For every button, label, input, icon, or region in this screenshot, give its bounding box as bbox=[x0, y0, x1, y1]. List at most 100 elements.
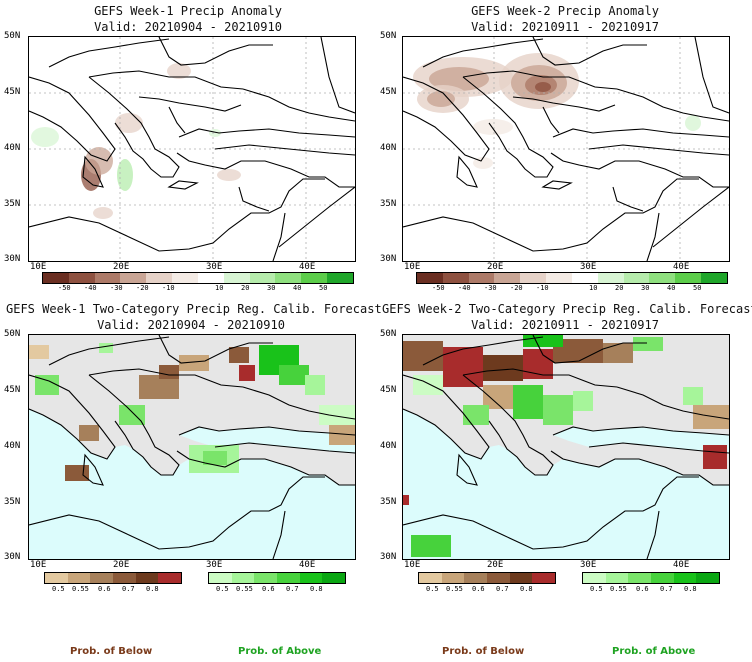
cb1-swatch-8 bbox=[249, 273, 276, 283]
pa2-tick-0: 0.5 bbox=[590, 585, 603, 593]
pb1-tick-1: 0.55 bbox=[72, 585, 89, 593]
p2-lat-35: 35N bbox=[380, 199, 397, 209]
cb1-tick-1: -40 bbox=[84, 284, 97, 292]
cb1-swatch-6 bbox=[197, 273, 224, 283]
pa2-swatch-1 bbox=[605, 573, 629, 583]
pa1-swatch-2 bbox=[254, 573, 278, 583]
panel2-valid: Valid: 20210911 - 20210917 bbox=[471, 20, 659, 34]
cb1-swatch-10 bbox=[301, 273, 328, 283]
p3-lat-40: 40N bbox=[4, 441, 21, 451]
pa2-tick-4: 0.8 bbox=[684, 585, 697, 593]
pa2-tick-1: 0.55 bbox=[610, 585, 627, 593]
pa2-swatch-4 bbox=[673, 573, 697, 583]
p1-lon-30: 30E bbox=[206, 262, 223, 272]
pb2-swatch-2 bbox=[464, 573, 488, 583]
cb1-tick-2: -30 bbox=[110, 284, 123, 292]
legend-below-2: Prob. of Below bbox=[442, 646, 525, 657]
p4-lat-30: 30N bbox=[380, 552, 397, 562]
pb1-swatch-0 bbox=[45, 573, 68, 583]
cb2-swatch-11 bbox=[701, 273, 727, 283]
p1-lat-45: 45N bbox=[4, 87, 21, 97]
cb1-tick-0: -50 bbox=[58, 284, 71, 292]
pa1-tick-4: 0.8 bbox=[310, 585, 323, 593]
cb2-swatch-9 bbox=[649, 273, 676, 283]
p3-lon-10: 10E bbox=[30, 560, 47, 570]
prob-above-colorbar-2 bbox=[582, 572, 720, 584]
pb1-swatch-5 bbox=[158, 573, 182, 583]
pb1-swatch-2 bbox=[90, 573, 114, 583]
pa2-swatch-5 bbox=[696, 573, 720, 583]
p1-lat-50: 50N bbox=[4, 31, 21, 41]
pb1-tick-2: 0.6 bbox=[98, 585, 111, 593]
pb2-swatch-4 bbox=[509, 573, 533, 583]
p2-lon-10: 10E bbox=[404, 262, 421, 272]
cb1-tick-4: -10 bbox=[162, 284, 175, 292]
pa1-tick-3: 0.7 bbox=[286, 585, 299, 593]
p2-lon-30: 30E bbox=[580, 262, 597, 272]
cb1-tick-9: 50 bbox=[319, 284, 328, 292]
cb1-tick-3: -20 bbox=[136, 284, 149, 292]
cb1-swatch-7 bbox=[223, 273, 250, 283]
cb1-swatch-5 bbox=[172, 273, 198, 283]
p2-lat-50: 50N bbox=[380, 31, 397, 41]
pa1-swatch-4 bbox=[299, 573, 323, 583]
pa2-swatch-3 bbox=[651, 573, 674, 583]
cb1-tick-6: 20 bbox=[241, 284, 250, 292]
cb2-swatch-6 bbox=[571, 273, 598, 283]
pa2-swatch-2 bbox=[628, 573, 652, 583]
panel4-title: GEFS Week-2 Two-Category Precip Reg. Cal… bbox=[382, 302, 752, 316]
pb1-tick-0: 0.5 bbox=[52, 585, 65, 593]
cb2-tick-1: -40 bbox=[458, 284, 471, 292]
cb1-tick-7: 30 bbox=[267, 284, 276, 292]
pb1-swatch-3 bbox=[113, 573, 136, 583]
p1-lon-10: 10E bbox=[30, 262, 47, 272]
pb1-tick-3: 0.7 bbox=[122, 585, 135, 593]
p1-lon-40: 40E bbox=[299, 262, 316, 272]
cb2-swatch-5 bbox=[546, 273, 572, 283]
pb2-swatch-1 bbox=[441, 573, 465, 583]
p3-lat-50: 50N bbox=[4, 329, 21, 339]
p4-lon-40: 40E bbox=[673, 560, 690, 570]
p2-lat-30: 30N bbox=[380, 254, 397, 264]
cb2-swatch-7 bbox=[597, 273, 624, 283]
p3-lon-20: 20E bbox=[113, 560, 130, 570]
anomaly-map-week1 bbox=[28, 36, 356, 262]
p4-lat-45: 45N bbox=[380, 385, 397, 395]
panel1-title: GEFS Week-1 Precip Anomaly bbox=[94, 4, 282, 18]
cb2-tick-8: 40 bbox=[667, 284, 676, 292]
pa1-swatch-0 bbox=[209, 573, 232, 583]
pa2-tick-3: 0.7 bbox=[660, 585, 673, 593]
p3-lon-40: 40E bbox=[299, 560, 316, 570]
p4-lon-10: 10E bbox=[404, 560, 421, 570]
pb2-tick-2: 0.6 bbox=[472, 585, 485, 593]
pb2-swatch-0 bbox=[419, 573, 442, 583]
legend-below-1: Prob. of Below bbox=[70, 646, 153, 657]
prob-below-colorbar-1 bbox=[44, 572, 182, 584]
cb1-swatch-0 bbox=[43, 273, 69, 283]
panel4-valid: Valid: 20210911 - 20210917 bbox=[471, 318, 659, 332]
cb2-swatch-10 bbox=[675, 273, 702, 283]
pa1-swatch-3 bbox=[277, 573, 300, 583]
pb2-swatch-5 bbox=[532, 573, 556, 583]
cb2-swatch-3 bbox=[494, 273, 521, 283]
p4-lon-20: 20E bbox=[487, 560, 504, 570]
cb1-swatch-11 bbox=[327, 273, 353, 283]
panel2-title: GEFS Week-2 Precip Anomaly bbox=[471, 4, 659, 18]
pa2-tick-2: 0.6 bbox=[636, 585, 649, 593]
pa1-tick-2: 0.6 bbox=[262, 585, 275, 593]
cb1-swatch-4 bbox=[146, 273, 173, 283]
p4-lat-35: 35N bbox=[380, 497, 397, 507]
cb1-swatch-1 bbox=[68, 273, 95, 283]
anomaly-colorbar-2 bbox=[416, 272, 728, 284]
pb1-swatch-4 bbox=[135, 573, 159, 583]
p4-lat-50: 50N bbox=[380, 329, 397, 339]
p3-lat-30: 30N bbox=[4, 552, 21, 562]
cb2-tick-6: 20 bbox=[615, 284, 624, 292]
cb1-swatch-9 bbox=[275, 273, 302, 283]
cb2-tick-5: 10 bbox=[589, 284, 598, 292]
cb2-swatch-1 bbox=[442, 273, 469, 283]
p3-lon-30: 30E bbox=[206, 560, 223, 570]
panel1-valid: Valid: 20210904 - 20210910 bbox=[94, 20, 282, 34]
cb2-tick-3: -20 bbox=[510, 284, 523, 292]
prob-map-week1 bbox=[28, 334, 356, 560]
